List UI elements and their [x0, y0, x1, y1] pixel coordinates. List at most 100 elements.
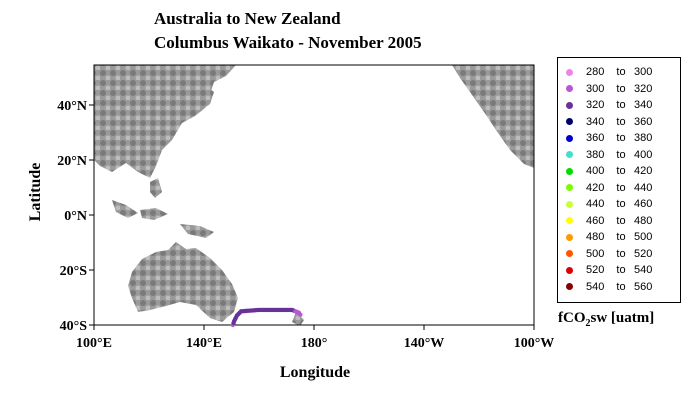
- legend-to: to: [616, 214, 626, 227]
- legend-swatch: [566, 217, 573, 224]
- legend-row: 500 to 520: [566, 246, 652, 262]
- legend-to: to: [616, 82, 626, 95]
- legend-swatch: [566, 167, 573, 175]
- units-label: fCO2sw [uatm]: [558, 310, 655, 329]
- legend-high: 440: [634, 181, 653, 194]
- legend-low: 400: [586, 165, 605, 177]
- legend-high: 460: [634, 198, 653, 210]
- legend-swatch: [566, 283, 573, 290]
- legend-row: 520 to 540: [566, 262, 652, 278]
- legend-row: 320 to 340: [566, 97, 652, 113]
- map-title-line2: Columbus Waikato - November 2005: [154, 33, 422, 52]
- longitude-ticks: 100°E 140°E 180° 140°W 100°W: [76, 325, 554, 351]
- legend-row: 440 to 460: [566, 196, 652, 212]
- legend-swatch: [566, 85, 573, 92]
- legend-high: 560: [634, 280, 653, 293]
- legend-low: 540: [586, 280, 605, 293]
- legend-low: 500: [586, 247, 605, 260]
- legend-high: 540: [634, 264, 653, 276]
- fco2-legend: 280 to 300 300 to 320 320 to 340 340 to 360 360 to 380…: [557, 57, 681, 303]
- legend-low: 380: [586, 148, 605, 161]
- legend-low: 460: [586, 214, 605, 227]
- lat-tick-label: 40°N: [57, 99, 87, 114]
- legend-swatch: [566, 134, 573, 142]
- legend-high: 480: [634, 214, 653, 227]
- legend-to: to: [616, 115, 626, 128]
- legend-swatch: [566, 233, 573, 241]
- lon-tick-label: 100°E: [76, 336, 112, 351]
- legend-to: to: [616, 66, 626, 78]
- legend-to: to: [616, 181, 626, 194]
- legend-to: to: [616, 264, 626, 276]
- lon-tick-label: 140°W: [404, 336, 445, 351]
- legend-row: 380 to 400: [566, 147, 652, 163]
- legend-high: 340: [634, 99, 653, 111]
- legend-high: 420: [634, 165, 653, 177]
- legend-swatch: [566, 68, 573, 76]
- legend-low: 340: [586, 115, 605, 128]
- legend-low: 280: [586, 66, 605, 78]
- legend-row: 340 to 360: [566, 114, 652, 130]
- land-png: [180, 224, 214, 238]
- legend-low: 360: [586, 132, 605, 144]
- land-sea-islands: [112, 200, 138, 218]
- legend-low: 300: [586, 82, 605, 95]
- legend-low: 480: [586, 231, 605, 243]
- legend-low: 320: [586, 99, 605, 111]
- legend-low: 520: [586, 264, 605, 276]
- land-indonesia: [140, 208, 168, 220]
- legend-high: 320: [634, 82, 653, 95]
- legend-to: to: [616, 247, 626, 260]
- legend-high: 520: [634, 247, 653, 260]
- lat-tick-label: 0°N: [64, 209, 87, 224]
- land-philippines: [150, 178, 162, 198]
- legend-row: 400 to 420: [566, 163, 652, 179]
- map-title-line1: Australia to New Zealand: [154, 9, 341, 28]
- land-asia: [94, 65, 236, 178]
- legend-to: to: [616, 132, 626, 144]
- legend-high: 380: [634, 132, 653, 144]
- legend-swatch: [566, 151, 573, 158]
- legend-row: 360 to 380: [566, 130, 652, 146]
- land-north-america: [452, 65, 534, 168]
- legend-to: to: [616, 231, 626, 243]
- ship-track: [230, 307, 303, 328]
- lon-tick-label: 180°: [301, 336, 328, 351]
- lat-tick-label: 40°S: [60, 319, 88, 334]
- lon-tick-label: 140°E: [186, 336, 222, 351]
- legend-low: 420: [586, 181, 605, 194]
- legend-to: to: [616, 165, 626, 177]
- legend-row: 480 to 500: [566, 229, 652, 245]
- legend-swatch: [566, 200, 573, 208]
- legend-high: 500: [634, 231, 653, 243]
- land-japan: [166, 96, 180, 118]
- legend-row: 540 to 560: [566, 279, 652, 295]
- legend-swatch: [566, 184, 573, 191]
- lat-tick-label: 20°S: [60, 264, 88, 279]
- land-australia: [128, 242, 238, 322]
- legend-row: 280 to 300: [566, 64, 652, 80]
- legend-swatch: [566, 250, 573, 257]
- legend-high: 360: [634, 115, 653, 128]
- legend-to: to: [616, 99, 626, 111]
- legend-swatch: [566, 101, 573, 109]
- legend-swatch: [566, 118, 573, 125]
- legend-row: 460 to 480: [566, 213, 652, 229]
- legend-low: 440: [586, 198, 605, 210]
- lat-tick-label: 20°N: [57, 154, 87, 169]
- legend-high: 300: [634, 66, 653, 78]
- latitude-ticks: 40°N 20°N 0°N 20°S 40°S: [57, 99, 94, 334]
- y-axis-label: Latitude: [27, 162, 44, 222]
- lon-tick-label: 100°W: [514, 336, 555, 351]
- legend-row: 300 to 320: [566, 81, 652, 97]
- legend-high: 400: [634, 148, 653, 161]
- legend-to: to: [616, 280, 626, 293]
- land-kamchatka: [198, 86, 214, 110]
- legend-to: to: [616, 148, 626, 161]
- legend-swatch: [566, 266, 573, 274]
- track-point: [298, 312, 303, 317]
- x-axis-label: Longitude: [279, 364, 351, 381]
- legend-row: 420 to 440: [566, 180, 652, 196]
- land-new-zealand: [292, 312, 304, 325]
